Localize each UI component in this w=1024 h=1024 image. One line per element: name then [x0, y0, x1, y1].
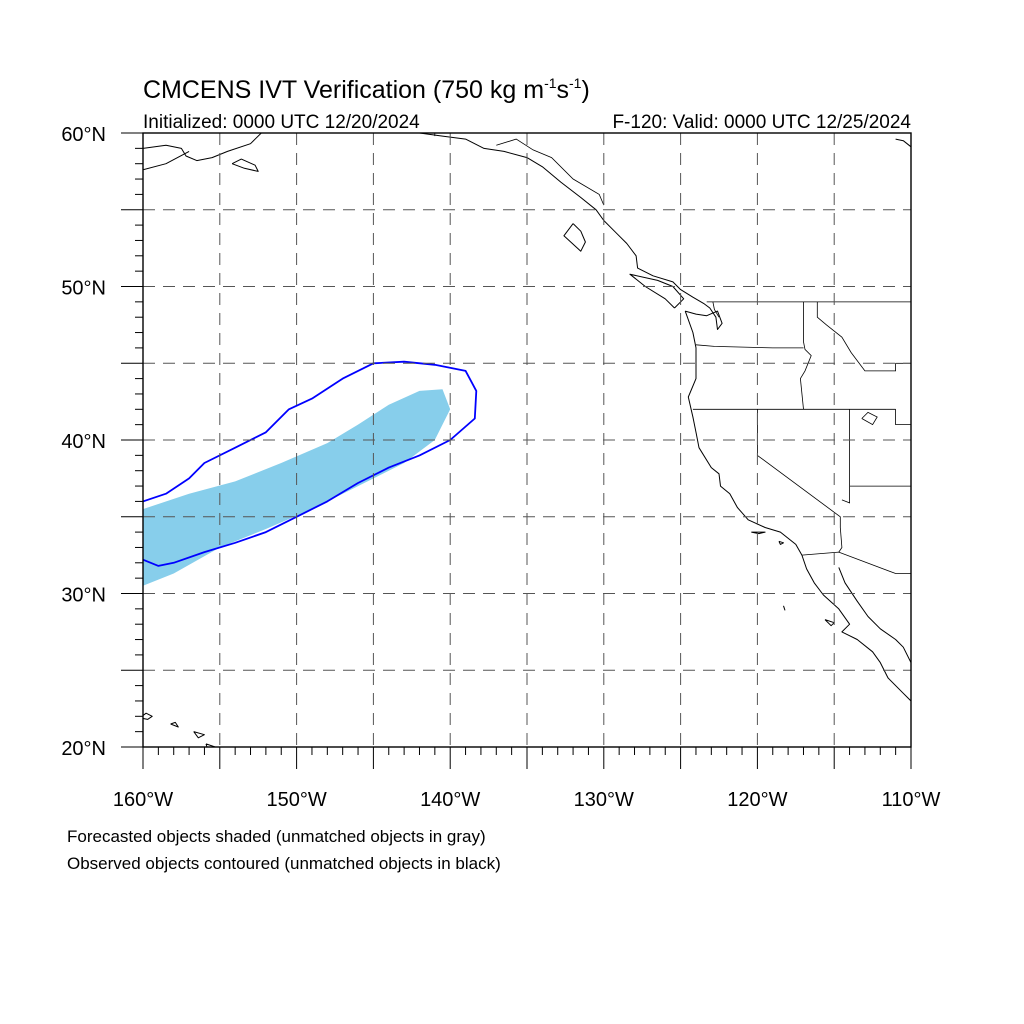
political-border	[496, 138, 605, 206]
coastline	[684, 310, 911, 702]
coastline	[143, 150, 190, 171]
lat-label: 40°N	[61, 431, 106, 453]
valid-time-label: F-120: Valid: 0000 UTC 12/25/2024	[612, 112, 911, 133]
lon-label: 140°W	[420, 789, 480, 811]
latitude-labels: 60°N 50°N 40°N 30°N 20°N	[61, 124, 106, 760]
observed-object-layer	[143, 360, 478, 567]
coastline	[629, 273, 685, 309]
political-border	[712, 301, 720, 318]
lon-label: 150°W	[266, 789, 326, 811]
political-border	[799, 301, 812, 410]
coastline	[778, 540, 784, 545]
coastline	[563, 223, 586, 252]
lon-label: 130°W	[574, 789, 634, 811]
graticule-layer	[143, 133, 911, 747]
coastline-layer	[143, 133, 911, 747]
coastline	[193, 731, 205, 739]
initialized-label: Initialized: 0000 UTC 12/20/2024	[143, 112, 420, 133]
political-border	[816, 301, 896, 372]
coastline	[170, 721, 179, 728]
political-border	[895, 409, 911, 426]
lon-label: 110°W	[882, 789, 941, 811]
lat-label: 50°N	[61, 278, 106, 300]
political-border	[861, 411, 878, 426]
coastline	[783, 605, 786, 611]
observed-ivt-contour	[143, 360, 478, 567]
coastline	[895, 138, 911, 148]
coastline	[824, 619, 835, 627]
coastline	[143, 133, 262, 162]
coastline	[143, 712, 153, 720]
lat-label: 30°N	[61, 585, 106, 607]
political-border	[841, 409, 850, 504]
lat-label: 20°N	[61, 738, 106, 760]
caption-forecast: Forecasted objects shaded (unmatched obj…	[67, 827, 486, 846]
political-border	[801, 551, 911, 574]
coastline	[231, 158, 259, 172]
political-border-layer	[434, 133, 911, 574]
map-title: CMCENS IVT Verification (750 kg m-1s-1)	[143, 75, 590, 104]
coastline	[751, 531, 766, 535]
political-border	[757, 409, 843, 553]
tick-marks	[121, 132, 912, 769]
coastline	[838, 567, 911, 663]
caption-observed: Observed objects contoured (unmatched ob…	[67, 854, 501, 873]
lat-label: 60°N	[61, 124, 106, 146]
lon-label: 120°W	[727, 789, 787, 811]
coastline	[419, 133, 723, 330]
map-plot-area	[143, 133, 911, 747]
political-border	[695, 344, 804, 349]
lon-label: 160°W	[113, 789, 173, 811]
longitude-labels: 160°W 150°W 140°W 130°W 120°W 110°W	[113, 789, 941, 811]
